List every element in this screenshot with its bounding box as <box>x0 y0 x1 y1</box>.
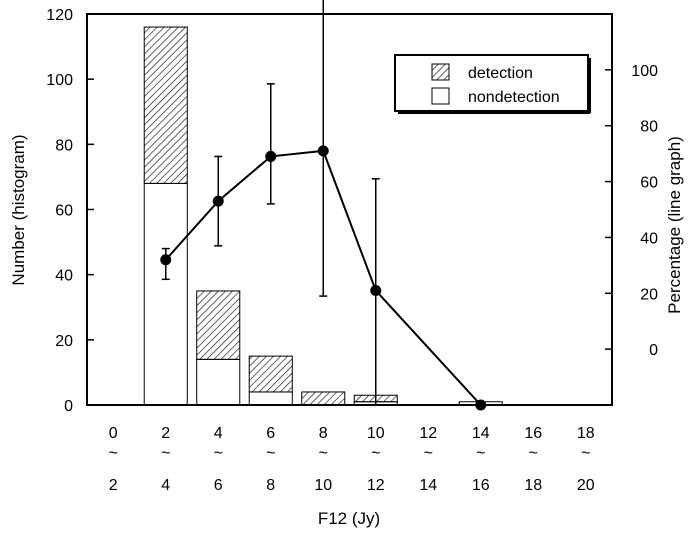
x-axis: 0 ~2 2 ~4 4 ~6 6 ~8 8 ~10 10 ~12 12 ~14 14 ~16 16 ~18 18 ~2… <box>109 425 595 494</box>
x-range-high: 20 <box>577 477 595 494</box>
legend-box <box>394 54 589 112</box>
x-range-separator: ~ <box>266 445 275 462</box>
x-range-separator: ~ <box>319 445 328 462</box>
x-range-low: 4 <box>214 425 223 442</box>
legend: detection nondetection <box>394 54 591 114</box>
x-range-low: 6 <box>266 425 275 442</box>
x-range-separator: ~ <box>109 445 118 462</box>
left-tick-label: 80 <box>55 137 73 154</box>
line-point <box>160 254 172 266</box>
x-range-high: 12 <box>367 477 385 494</box>
left-tick-label: 0 <box>64 398 73 415</box>
left-tick-label: 40 <box>55 268 73 285</box>
line-point <box>265 150 277 162</box>
bar-nondetection <box>196 358 241 406</box>
x-axis-title: F12 (Jy) <box>318 509 380 528</box>
x-range-high: 8 <box>266 477 275 494</box>
bar-detection <box>301 391 346 406</box>
histogram-bars <box>143 26 503 406</box>
x-range-separator: ~ <box>476 445 485 462</box>
x-range-high: 6 <box>214 477 223 494</box>
x-range-low: 12 <box>419 425 437 442</box>
percentage-line <box>160 0 487 411</box>
x-range-high: 16 <box>472 477 490 494</box>
x-range-low: 16 <box>524 425 542 442</box>
x-range-high: 4 <box>161 477 170 494</box>
right-tick-label: 60 <box>640 175 658 192</box>
bar-detection <box>196 290 241 360</box>
legend-label-detection: detection <box>468 65 533 82</box>
bar-detection <box>143 26 188 184</box>
bar-nondetection <box>143 182 188 406</box>
legend-swatch-nondetection <box>431 87 450 105</box>
legend-swatch-detection <box>431 63 450 81</box>
x-range-low: 8 <box>319 425 328 442</box>
x-range-low: 14 <box>472 425 490 442</box>
left-axis: 0 20 40 60 80 100 120 <box>46 7 94 415</box>
x-range-separator: ~ <box>214 445 223 462</box>
right-tick-label: 0 <box>649 342 658 359</box>
x-range-low: 18 <box>577 425 595 442</box>
line-point <box>317 145 329 157</box>
legend-label-nondetection: nondetection <box>468 89 560 106</box>
right-axis-title: Percentage (line graph) <box>665 136 684 314</box>
line-point <box>370 284 382 296</box>
line-series <box>165 149 482 406</box>
left-tick-label: 20 <box>55 333 73 350</box>
x-range-high: 14 <box>419 477 437 494</box>
line-point <box>212 195 224 207</box>
x-range-separator: ~ <box>529 445 538 462</box>
left-tick-label: 60 <box>55 203 73 220</box>
right-tick-label: 40 <box>640 230 658 247</box>
x-range-separator: ~ <box>161 445 170 462</box>
left-tick-label: 100 <box>46 72 73 89</box>
x-range-separator: ~ <box>581 445 590 462</box>
x-range-separator: ~ <box>371 445 380 462</box>
left-axis-title: Number (histogram) <box>9 134 28 285</box>
right-axis: 0 20 40 60 80 100 <box>605 63 658 359</box>
x-range-low: 10 <box>367 425 385 442</box>
x-range-high: 18 <box>524 477 542 494</box>
left-tick-label: 120 <box>46 7 73 24</box>
right-tick-label: 100 <box>631 63 658 80</box>
bar-nondetection <box>248 391 293 406</box>
right-tick-label: 80 <box>640 119 658 136</box>
x-range-low: 0 <box>109 425 118 442</box>
x-range-high: 10 <box>314 477 332 494</box>
x-range-high: 2 <box>109 477 118 494</box>
right-tick-label: 20 <box>640 286 658 303</box>
x-range-separator: ~ <box>424 445 433 462</box>
x-range-low: 2 <box>161 425 170 442</box>
bar-detection <box>248 355 293 393</box>
